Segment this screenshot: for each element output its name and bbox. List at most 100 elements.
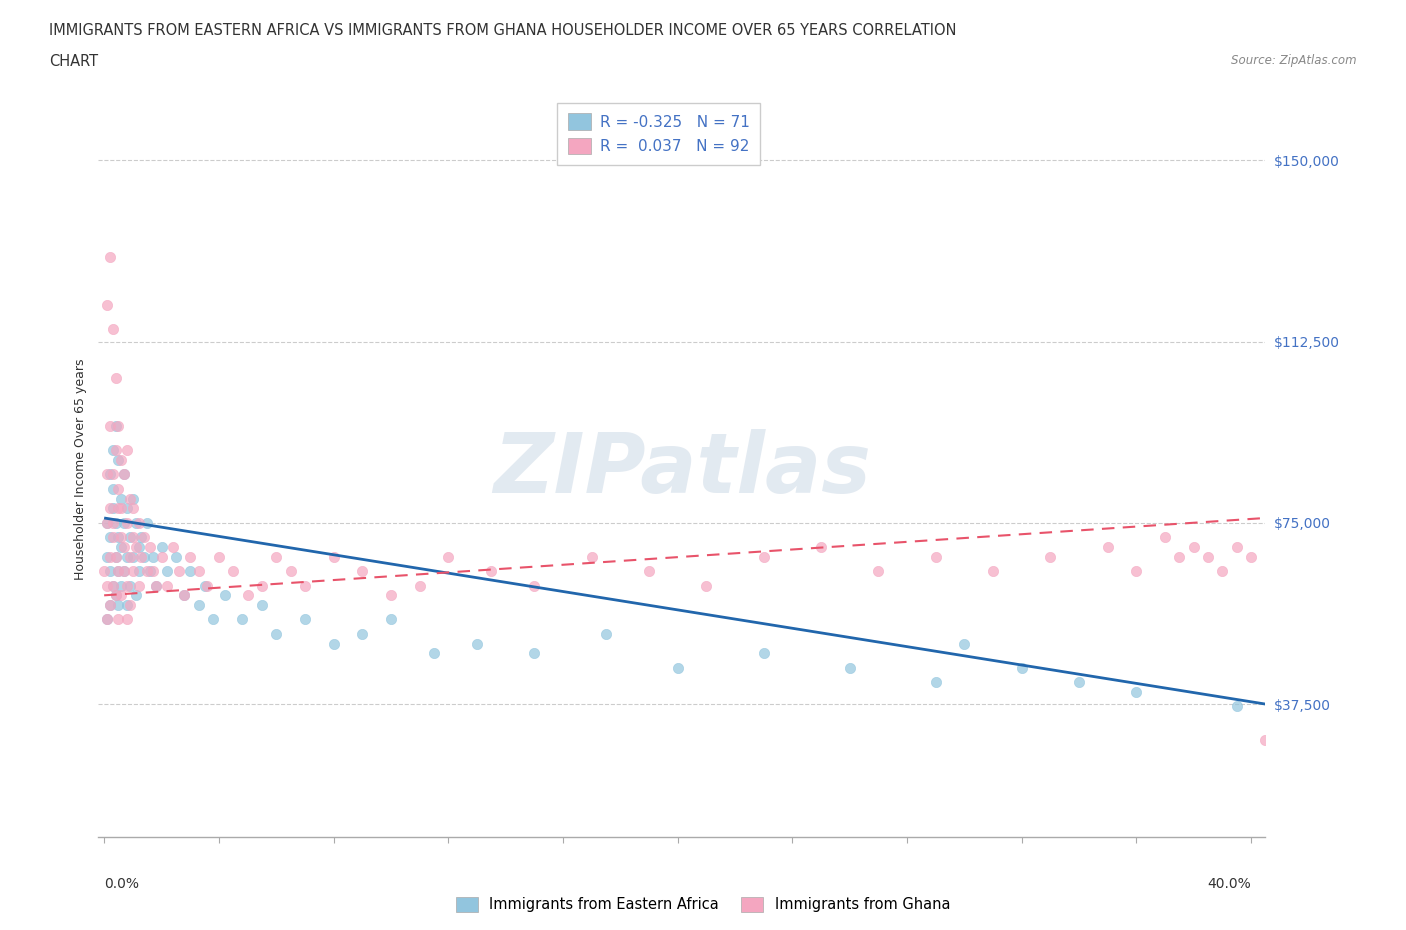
Point <box>145 578 167 593</box>
Point <box>156 564 179 578</box>
Point <box>352 564 374 578</box>
Point <box>139 564 162 578</box>
Point <box>121 491 143 506</box>
Point <box>838 660 860 675</box>
Point <box>195 578 218 593</box>
Point <box>121 501 143 516</box>
Point <box>115 598 138 613</box>
Point <box>134 530 156 545</box>
Point <box>250 598 273 613</box>
Point <box>523 646 546 661</box>
Point <box>104 588 127 603</box>
Point <box>214 588 236 603</box>
Point <box>131 530 153 545</box>
Point <box>96 550 118 565</box>
Point <box>110 578 132 593</box>
Point <box>96 467 118 482</box>
Point <box>167 564 190 578</box>
Point <box>128 578 150 593</box>
Point <box>101 501 124 516</box>
Point <box>98 598 121 613</box>
Point <box>101 443 124 458</box>
Point <box>98 598 121 613</box>
Point <box>121 550 143 565</box>
Text: 0.0%: 0.0% <box>104 877 139 892</box>
Point <box>294 612 316 627</box>
Point <box>1039 550 1062 565</box>
Point <box>352 627 374 642</box>
Point <box>752 550 775 565</box>
Point <box>98 564 121 578</box>
Point <box>96 298 118 312</box>
Point <box>101 467 124 482</box>
Point <box>208 550 231 565</box>
Text: ZIPatlas: ZIPatlas <box>494 429 870 511</box>
Point <box>110 530 132 545</box>
Point <box>104 550 127 565</box>
Point <box>280 564 302 578</box>
Point <box>107 482 129 497</box>
Point <box>868 564 890 578</box>
Point <box>136 564 159 578</box>
Point <box>112 539 135 554</box>
Point <box>110 588 132 603</box>
Point <box>98 530 121 545</box>
Point <box>115 578 138 593</box>
Point <box>121 564 143 578</box>
Point <box>264 627 287 642</box>
Point <box>101 530 124 545</box>
Point <box>465 636 488 651</box>
Point <box>112 515 135 530</box>
Point <box>101 515 124 530</box>
Point <box>1125 684 1147 699</box>
Point <box>107 598 129 613</box>
Point <box>595 627 617 642</box>
Point <box>810 539 832 554</box>
Point <box>107 564 129 578</box>
Point <box>110 501 132 516</box>
Point <box>96 578 118 593</box>
Point <box>250 578 273 593</box>
Point <box>1226 539 1249 554</box>
Legend: Immigrants from Eastern Africa, Immigrants from Ghana: Immigrants from Eastern Africa, Immigran… <box>450 891 956 918</box>
Point <box>179 550 201 565</box>
Point <box>96 612 118 627</box>
Point <box>118 550 141 565</box>
Point <box>1211 564 1233 578</box>
Point <box>380 588 402 603</box>
Text: IMMIGRANTS FROM EASTERN AFRICA VS IMMIGRANTS FROM GHANA HOUSEHOLDER INCOME OVER : IMMIGRANTS FROM EASTERN AFRICA VS IMMIGR… <box>49 23 956 38</box>
Point <box>112 467 135 482</box>
Point <box>128 515 150 530</box>
Point <box>1125 564 1147 578</box>
Point <box>107 453 129 468</box>
Point <box>145 578 167 593</box>
Point <box>173 588 195 603</box>
Point <box>110 453 132 468</box>
Point <box>118 598 141 613</box>
Point <box>1097 539 1119 554</box>
Point <box>231 612 253 627</box>
Point <box>107 612 129 627</box>
Point <box>150 539 173 554</box>
Point <box>107 418 129 433</box>
Point <box>638 564 661 578</box>
Point <box>380 612 402 627</box>
Text: 40.0%: 40.0% <box>1208 877 1251 892</box>
Point <box>115 612 138 627</box>
Point <box>101 322 124 337</box>
Point <box>666 660 689 675</box>
Point <box>173 588 195 603</box>
Point <box>107 530 129 545</box>
Point <box>1168 550 1191 565</box>
Point <box>101 578 124 593</box>
Point <box>752 646 775 661</box>
Point <box>1067 675 1090 690</box>
Point <box>93 564 115 578</box>
Point <box>112 467 135 482</box>
Point <box>423 646 446 661</box>
Point <box>118 491 141 506</box>
Point <box>523 578 546 593</box>
Point <box>115 443 138 458</box>
Point <box>187 598 209 613</box>
Point <box>1154 530 1177 545</box>
